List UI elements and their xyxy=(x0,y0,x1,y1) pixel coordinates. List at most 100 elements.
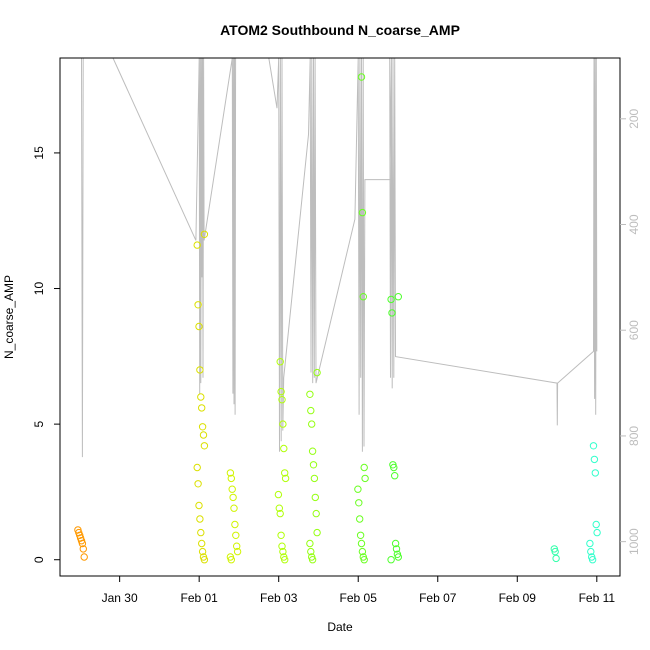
data-point xyxy=(551,547,559,556)
chart-title: ATOM2 Southbound N_coarse_AMP xyxy=(220,22,460,38)
data-point xyxy=(281,474,290,483)
data-point xyxy=(197,393,205,401)
data-point xyxy=(277,531,285,539)
data-point xyxy=(312,509,320,518)
y2-tick-label: 1000 xyxy=(627,528,641,555)
data-point xyxy=(310,474,319,483)
data-point xyxy=(279,420,287,428)
data-point xyxy=(360,463,368,472)
data-point xyxy=(227,556,236,564)
data-point xyxy=(391,472,399,480)
data-point xyxy=(306,539,314,548)
data-point xyxy=(79,545,88,553)
data-point xyxy=(198,547,207,556)
data-point xyxy=(360,556,368,564)
data-point xyxy=(308,447,317,455)
data-point xyxy=(279,547,287,556)
y-axis-label: N_coarse_AMP xyxy=(2,275,16,359)
data-point xyxy=(233,542,241,550)
data-point xyxy=(587,547,595,556)
data-point xyxy=(358,547,367,556)
data-point xyxy=(277,387,285,396)
data-point xyxy=(196,515,204,523)
data-point xyxy=(198,539,206,548)
data-point xyxy=(276,358,284,366)
data-point xyxy=(307,406,315,415)
data-point xyxy=(357,539,366,548)
data-point xyxy=(359,293,367,301)
data-point xyxy=(388,309,396,317)
data-point xyxy=(275,504,283,512)
data-point xyxy=(591,469,599,477)
data-point xyxy=(593,528,601,537)
data-point xyxy=(357,73,366,81)
data-point xyxy=(307,547,315,556)
y2-tick-label: 800 xyxy=(627,426,641,446)
data-point xyxy=(78,539,87,548)
data-point xyxy=(194,480,202,488)
profile-line-layer xyxy=(81,57,598,458)
data-point xyxy=(200,556,209,564)
data-point xyxy=(361,474,369,483)
data-point xyxy=(196,366,204,374)
data-point xyxy=(552,554,560,563)
data-point xyxy=(588,556,597,564)
data-point xyxy=(586,539,594,548)
data-point xyxy=(193,463,201,472)
y-tick-label: 5 xyxy=(32,420,46,427)
x-tick-label: Jan 30 xyxy=(102,591,138,605)
data-point xyxy=(278,542,286,550)
y2-tick-label: 200 xyxy=(627,108,641,128)
data-point xyxy=(193,241,201,249)
x-tick-label: Feb 01 xyxy=(180,591,218,605)
x-tick-label: Feb 09 xyxy=(499,591,537,605)
x-axis: Jan 30 Feb 01 Feb 03 Feb 05 Feb 07 Feb 09 Feb … xyxy=(102,576,616,605)
data-point xyxy=(227,474,236,483)
data-point xyxy=(589,442,598,450)
data-point xyxy=(198,404,206,412)
data-point xyxy=(278,396,286,404)
x-tick-label: Feb 03 xyxy=(260,591,298,605)
data-point xyxy=(197,528,205,537)
x-tick-label: Feb 05 xyxy=(340,591,378,605)
y-tick-label: 0 xyxy=(32,556,46,563)
data-point xyxy=(306,390,314,398)
data-point xyxy=(276,509,284,518)
data-point xyxy=(394,293,402,301)
data-point xyxy=(226,469,235,477)
data-point xyxy=(231,520,239,529)
points-layer xyxy=(74,73,601,564)
data-point xyxy=(311,493,319,502)
data-point xyxy=(390,463,398,472)
data-point xyxy=(308,556,317,564)
data-point xyxy=(392,545,401,553)
data-point xyxy=(354,485,362,493)
data-point xyxy=(308,420,316,428)
data-point xyxy=(195,501,203,510)
x-axis-label: Date xyxy=(327,620,353,634)
y2-tick-label: 400 xyxy=(627,214,641,234)
data-point xyxy=(228,485,236,493)
data-point xyxy=(387,556,395,564)
data-point xyxy=(80,553,88,561)
data-point xyxy=(391,539,400,548)
x-tick-label: Feb 11 xyxy=(579,591,616,605)
data-point xyxy=(230,504,238,512)
data-point xyxy=(592,520,600,529)
y2-axis: 200 400 600 800 1000 xyxy=(620,108,641,555)
y2-tick-label: 600 xyxy=(627,320,641,340)
y-axis: 0 5 10 15 xyxy=(32,146,60,563)
data-point xyxy=(356,531,365,539)
data-point xyxy=(198,423,207,431)
data-point xyxy=(358,208,367,217)
data-point xyxy=(355,499,363,507)
data-point xyxy=(309,461,318,469)
data-point xyxy=(313,368,321,377)
data-point xyxy=(274,490,283,499)
y-tick-label: 15 xyxy=(32,146,46,160)
profile-line xyxy=(81,57,598,458)
data-point xyxy=(281,469,289,477)
data-point xyxy=(199,431,208,439)
data-point xyxy=(356,515,364,523)
